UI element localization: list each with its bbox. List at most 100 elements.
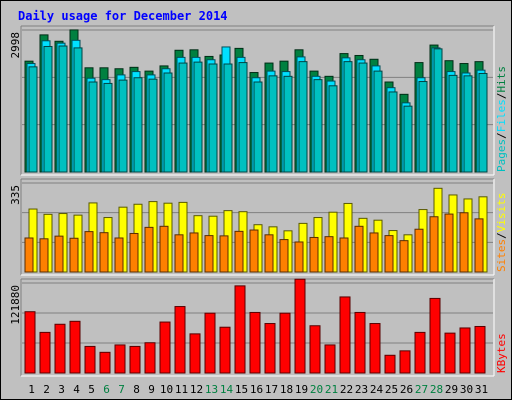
panel-visits-sites: 335 Sites/Visits <box>9 178 508 276</box>
bar-kbytes-day-6 <box>99 351 111 374</box>
legend-item-visits: Visits <box>495 193 508 233</box>
x-tick-label: 14 <box>220 383 234 396</box>
bar-pages-day-24 <box>373 70 383 173</box>
bar-sites-day-12 <box>189 232 199 273</box>
x-tick-label: 6 <box>103 383 110 396</box>
x-tick-label: 7 <box>118 383 125 396</box>
legend-visits-sites: Sites/Visits <box>495 193 508 273</box>
bar-kbytes-day-3 <box>54 323 66 374</box>
x-tick-label: 17 <box>265 383 278 396</box>
bar-kbytes-day-8 <box>129 345 141 374</box>
bar-pages-day-9 <box>148 78 158 173</box>
bar-sites-day-6 <box>99 232 109 273</box>
bar-pages-day-7 <box>118 79 128 173</box>
bar-kbytes-day-26 <box>399 350 411 374</box>
bar-sites-day-14 <box>219 235 229 273</box>
bar-sites-day-28 <box>429 216 439 273</box>
bar-pages-day-3 <box>58 45 68 173</box>
bar-kbytes-day-5 <box>84 345 96 374</box>
x-tick-label: 30 <box>460 383 473 396</box>
x-tick-label: 13 <box>205 383 218 396</box>
bar-sites-day-17 <box>264 234 274 273</box>
bar-kbytes-day-29 <box>444 332 456 374</box>
bar-sites-day-10 <box>159 225 169 273</box>
bar-sites-day-30 <box>459 212 469 273</box>
legend-hits-files-pages: Pages/Files/Hits <box>495 66 508 172</box>
bar-sites-day-13 <box>204 235 214 273</box>
legend-separator: / <box>495 132 508 139</box>
bar-pages-day-23 <box>358 62 368 173</box>
bar-sites-day-8 <box>129 232 139 273</box>
x-tick-label: 20 <box>310 383 323 396</box>
bar-kbytes-day-2 <box>39 331 51 374</box>
x-tick-label: 31 <box>475 383 488 396</box>
bar-sites-day-7 <box>114 237 124 273</box>
bar-kbytes-day-9 <box>144 342 156 374</box>
bar-sites-day-23 <box>354 225 364 273</box>
bar-kbytes-day-24 <box>369 323 381 374</box>
x-tick-label: 27 <box>415 383 428 396</box>
bar-sites-day-26 <box>399 240 409 273</box>
bar-sites-day-18 <box>279 239 289 273</box>
bar-pages-day-1 <box>28 66 38 173</box>
bar-kbytes-day-22 <box>339 296 351 374</box>
panel-kbytes: 121880 KBytes <box>9 278 508 377</box>
x-tick-label: 21 <box>325 383 338 396</box>
bar-kbytes-day-28 <box>429 297 441 374</box>
bar-pages-day-12 <box>193 61 203 173</box>
bar-pages-day-19 <box>298 61 308 173</box>
x-tick-label: 4 <box>73 383 80 396</box>
bar-pages-day-4 <box>73 47 83 173</box>
legend-item-kbytes: KBytes <box>495 333 508 373</box>
bar-kbytes-day-16 <box>249 311 261 374</box>
bar-sites-day-16 <box>249 229 259 273</box>
bar-kbytes-day-10 <box>159 321 171 374</box>
bar-sites-day-2 <box>39 238 49 273</box>
bar-sites-day-31 <box>474 218 484 273</box>
bar-sites-day-24 <box>369 232 379 273</box>
x-tick-label: 19 <box>295 383 308 396</box>
bar-sites-day-5 <box>84 231 94 273</box>
bar-pages-day-30 <box>463 75 473 173</box>
bar-pages-day-22 <box>343 61 353 173</box>
bar-kbytes-day-12 <box>189 333 201 374</box>
x-tick-label: 28 <box>430 383 443 396</box>
bar-sites-day-15 <box>234 230 244 273</box>
legend-kbytes: KBytes <box>495 333 508 373</box>
bar-pages-day-17 <box>268 75 278 173</box>
x-tick-label: 9 <box>148 383 155 396</box>
legend-item-pages: Pages <box>495 139 508 172</box>
bar-pages-day-13 <box>208 63 218 173</box>
bar-pages-day-28 <box>433 48 443 173</box>
bar-pages-day-29 <box>448 74 458 173</box>
legend-item-sites: Sites <box>495 239 508 272</box>
bar-kbytes-day-14 <box>219 326 231 374</box>
x-tick-label: 23 <box>355 383 368 396</box>
legend-item-files: Files <box>495 99 508 132</box>
bar-kbytes-day-17 <box>264 323 276 374</box>
bar-sites-day-22 <box>339 237 349 273</box>
bar-kbytes-day-27 <box>414 331 426 374</box>
bar-pages-day-25 <box>388 91 398 173</box>
bar-kbytes-day-15 <box>234 285 246 374</box>
bar-pages-day-21 <box>328 85 338 173</box>
bar-sites-day-11 <box>174 234 184 273</box>
x-tick-label: 26 <box>400 383 413 396</box>
bar-kbytes-day-19 <box>294 278 306 374</box>
bar-sites-day-1 <box>24 237 34 273</box>
bar-pages-day-27 <box>418 81 428 173</box>
chart-title: Daily usage for December 2014 <box>18 9 228 23</box>
x-tick-label: 5 <box>88 383 95 396</box>
y-max-label-kbytes: 121880 <box>9 285 22 325</box>
bar-kbytes-day-30 <box>459 327 471 374</box>
bar-kbytes-day-23 <box>354 311 366 374</box>
bar-sites-day-9 <box>144 226 154 273</box>
x-tick-label: 11 <box>175 383 188 396</box>
bar-sites-day-4 <box>69 237 79 273</box>
bar-sites-day-25 <box>384 235 394 273</box>
bar-pages-day-8 <box>133 77 143 173</box>
bar-sites-day-19 <box>294 241 304 273</box>
x-tick-label: 12 <box>190 383 203 396</box>
